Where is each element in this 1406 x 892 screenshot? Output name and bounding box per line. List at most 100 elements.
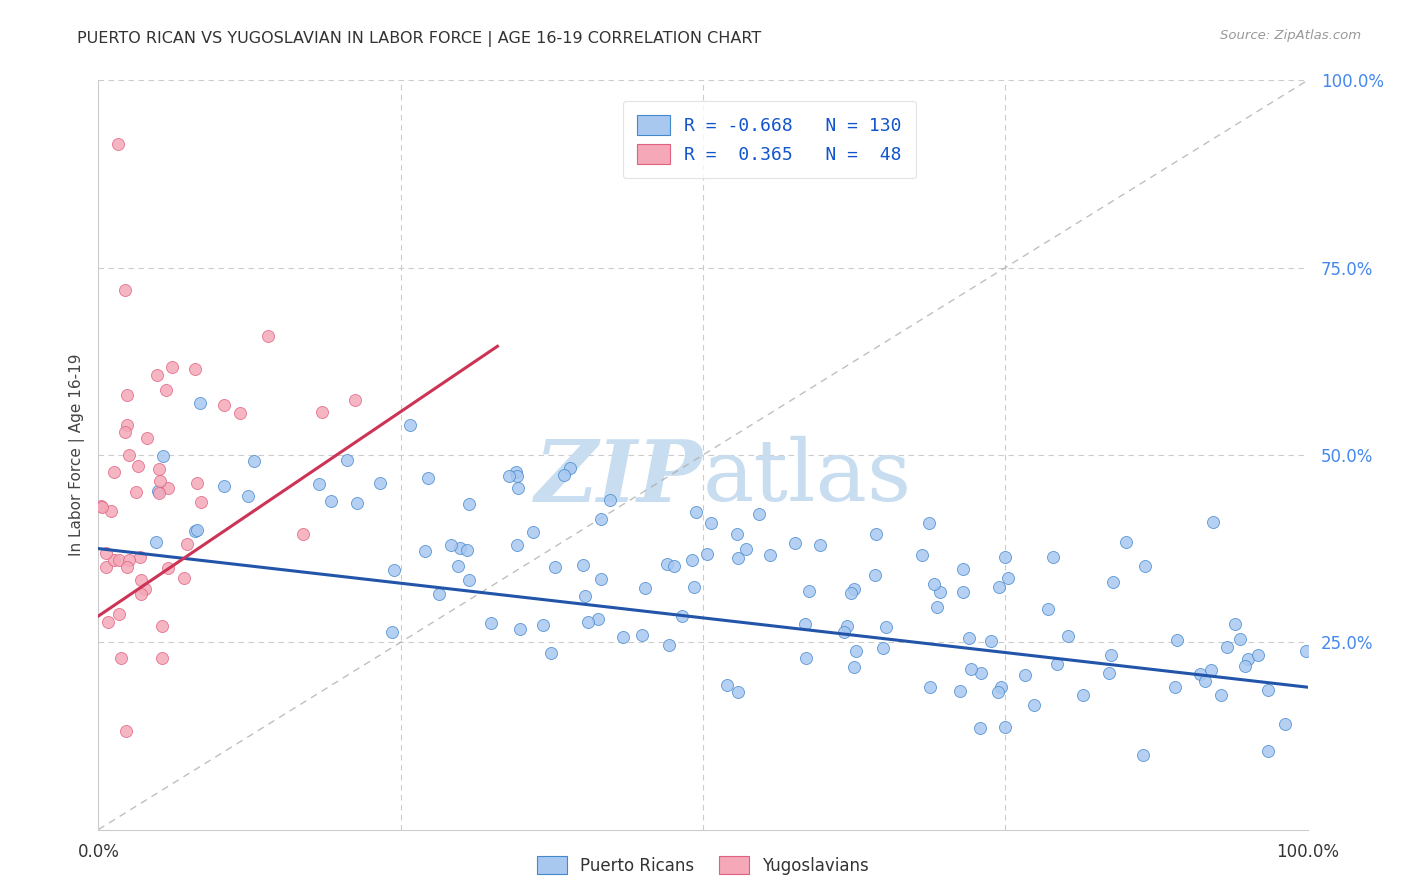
Point	[725, 527, 748, 541]
Point	[1046, 657, 1069, 671]
Point	[157, 561, 180, 575]
Point	[150, 618, 173, 632]
Point	[839, 586, 862, 600]
Point	[136, 431, 159, 445]
Point	[1166, 632, 1188, 647]
Point	[949, 683, 972, 698]
Point	[457, 496, 479, 510]
Point	[96, 546, 118, 560]
Point	[319, 494, 342, 508]
Point	[994, 720, 1017, 734]
Point	[574, 590, 596, 604]
Point	[540, 646, 562, 660]
Point	[735, 541, 758, 556]
Point	[522, 524, 544, 539]
Point	[748, 507, 770, 521]
Point	[1042, 549, 1064, 564]
Point	[1211, 688, 1233, 702]
Point	[212, 398, 235, 412]
Point	[928, 584, 950, 599]
Point	[794, 616, 817, 631]
Point	[994, 549, 1017, 564]
Point	[1247, 648, 1270, 662]
Point	[173, 571, 195, 585]
Point	[1132, 747, 1154, 762]
Point	[416, 471, 439, 485]
Point	[1071, 688, 1094, 702]
Point	[544, 560, 567, 574]
Point	[103, 465, 125, 479]
Point	[1022, 698, 1045, 712]
Point	[835, 619, 858, 633]
Point	[1099, 648, 1122, 663]
Point	[1201, 663, 1223, 677]
Point	[872, 640, 894, 655]
Point	[911, 548, 934, 562]
Point	[589, 572, 612, 586]
Point	[1225, 617, 1247, 632]
Point	[1237, 652, 1260, 666]
Point	[918, 516, 941, 531]
Point	[148, 462, 170, 476]
Point	[155, 384, 177, 398]
Point	[413, 544, 436, 558]
Point	[832, 624, 855, 639]
Point	[1194, 674, 1216, 689]
Point	[108, 553, 131, 567]
Point	[1257, 743, 1279, 757]
Point	[1057, 629, 1080, 643]
Point	[1189, 666, 1212, 681]
Point	[100, 504, 122, 518]
Point	[117, 448, 139, 462]
Point	[1233, 659, 1256, 673]
Point	[683, 580, 706, 594]
Point	[980, 634, 1002, 648]
Point	[671, 609, 693, 624]
Point	[186, 476, 208, 491]
Point	[1164, 680, 1187, 694]
Point	[125, 485, 148, 500]
Point	[176, 537, 198, 551]
Point	[990, 680, 1012, 694]
Point	[368, 476, 391, 491]
Point	[458, 573, 481, 587]
Point	[440, 538, 463, 552]
Point	[399, 417, 422, 432]
Point	[1014, 668, 1036, 682]
Point	[243, 453, 266, 467]
Point	[875, 619, 897, 633]
Point	[427, 586, 450, 600]
Point	[308, 477, 330, 491]
Point	[716, 678, 738, 692]
Point	[157, 481, 180, 495]
Point	[145, 534, 167, 549]
Point	[127, 458, 149, 473]
Point	[131, 573, 153, 587]
Point	[146, 368, 169, 382]
Point	[1215, 640, 1237, 654]
Point	[184, 524, 207, 539]
Point	[927, 600, 949, 615]
Point	[108, 607, 131, 621]
Point	[845, 644, 868, 658]
Point	[1038, 601, 1060, 615]
Point	[229, 406, 252, 420]
Point	[952, 584, 974, 599]
Point	[531, 617, 554, 632]
Point	[612, 630, 634, 644]
Point	[727, 550, 749, 565]
Point	[291, 527, 314, 541]
Point	[336, 453, 359, 467]
Y-axis label: In Labor Force | Age 16-19: In Labor Force | Age 16-19	[69, 353, 84, 557]
Point	[571, 558, 593, 573]
Point	[655, 557, 678, 571]
Point	[447, 559, 470, 574]
Point	[922, 577, 945, 591]
Point	[1257, 682, 1279, 697]
Legend: R = -0.668   N = 130, R =  0.365   N =  48: R = -0.668 N = 130, R = 0.365 N = 48	[623, 101, 917, 178]
Point	[797, 584, 820, 599]
Point	[97, 615, 120, 629]
Point	[863, 568, 886, 582]
Point	[599, 493, 621, 508]
Point	[696, 547, 718, 561]
